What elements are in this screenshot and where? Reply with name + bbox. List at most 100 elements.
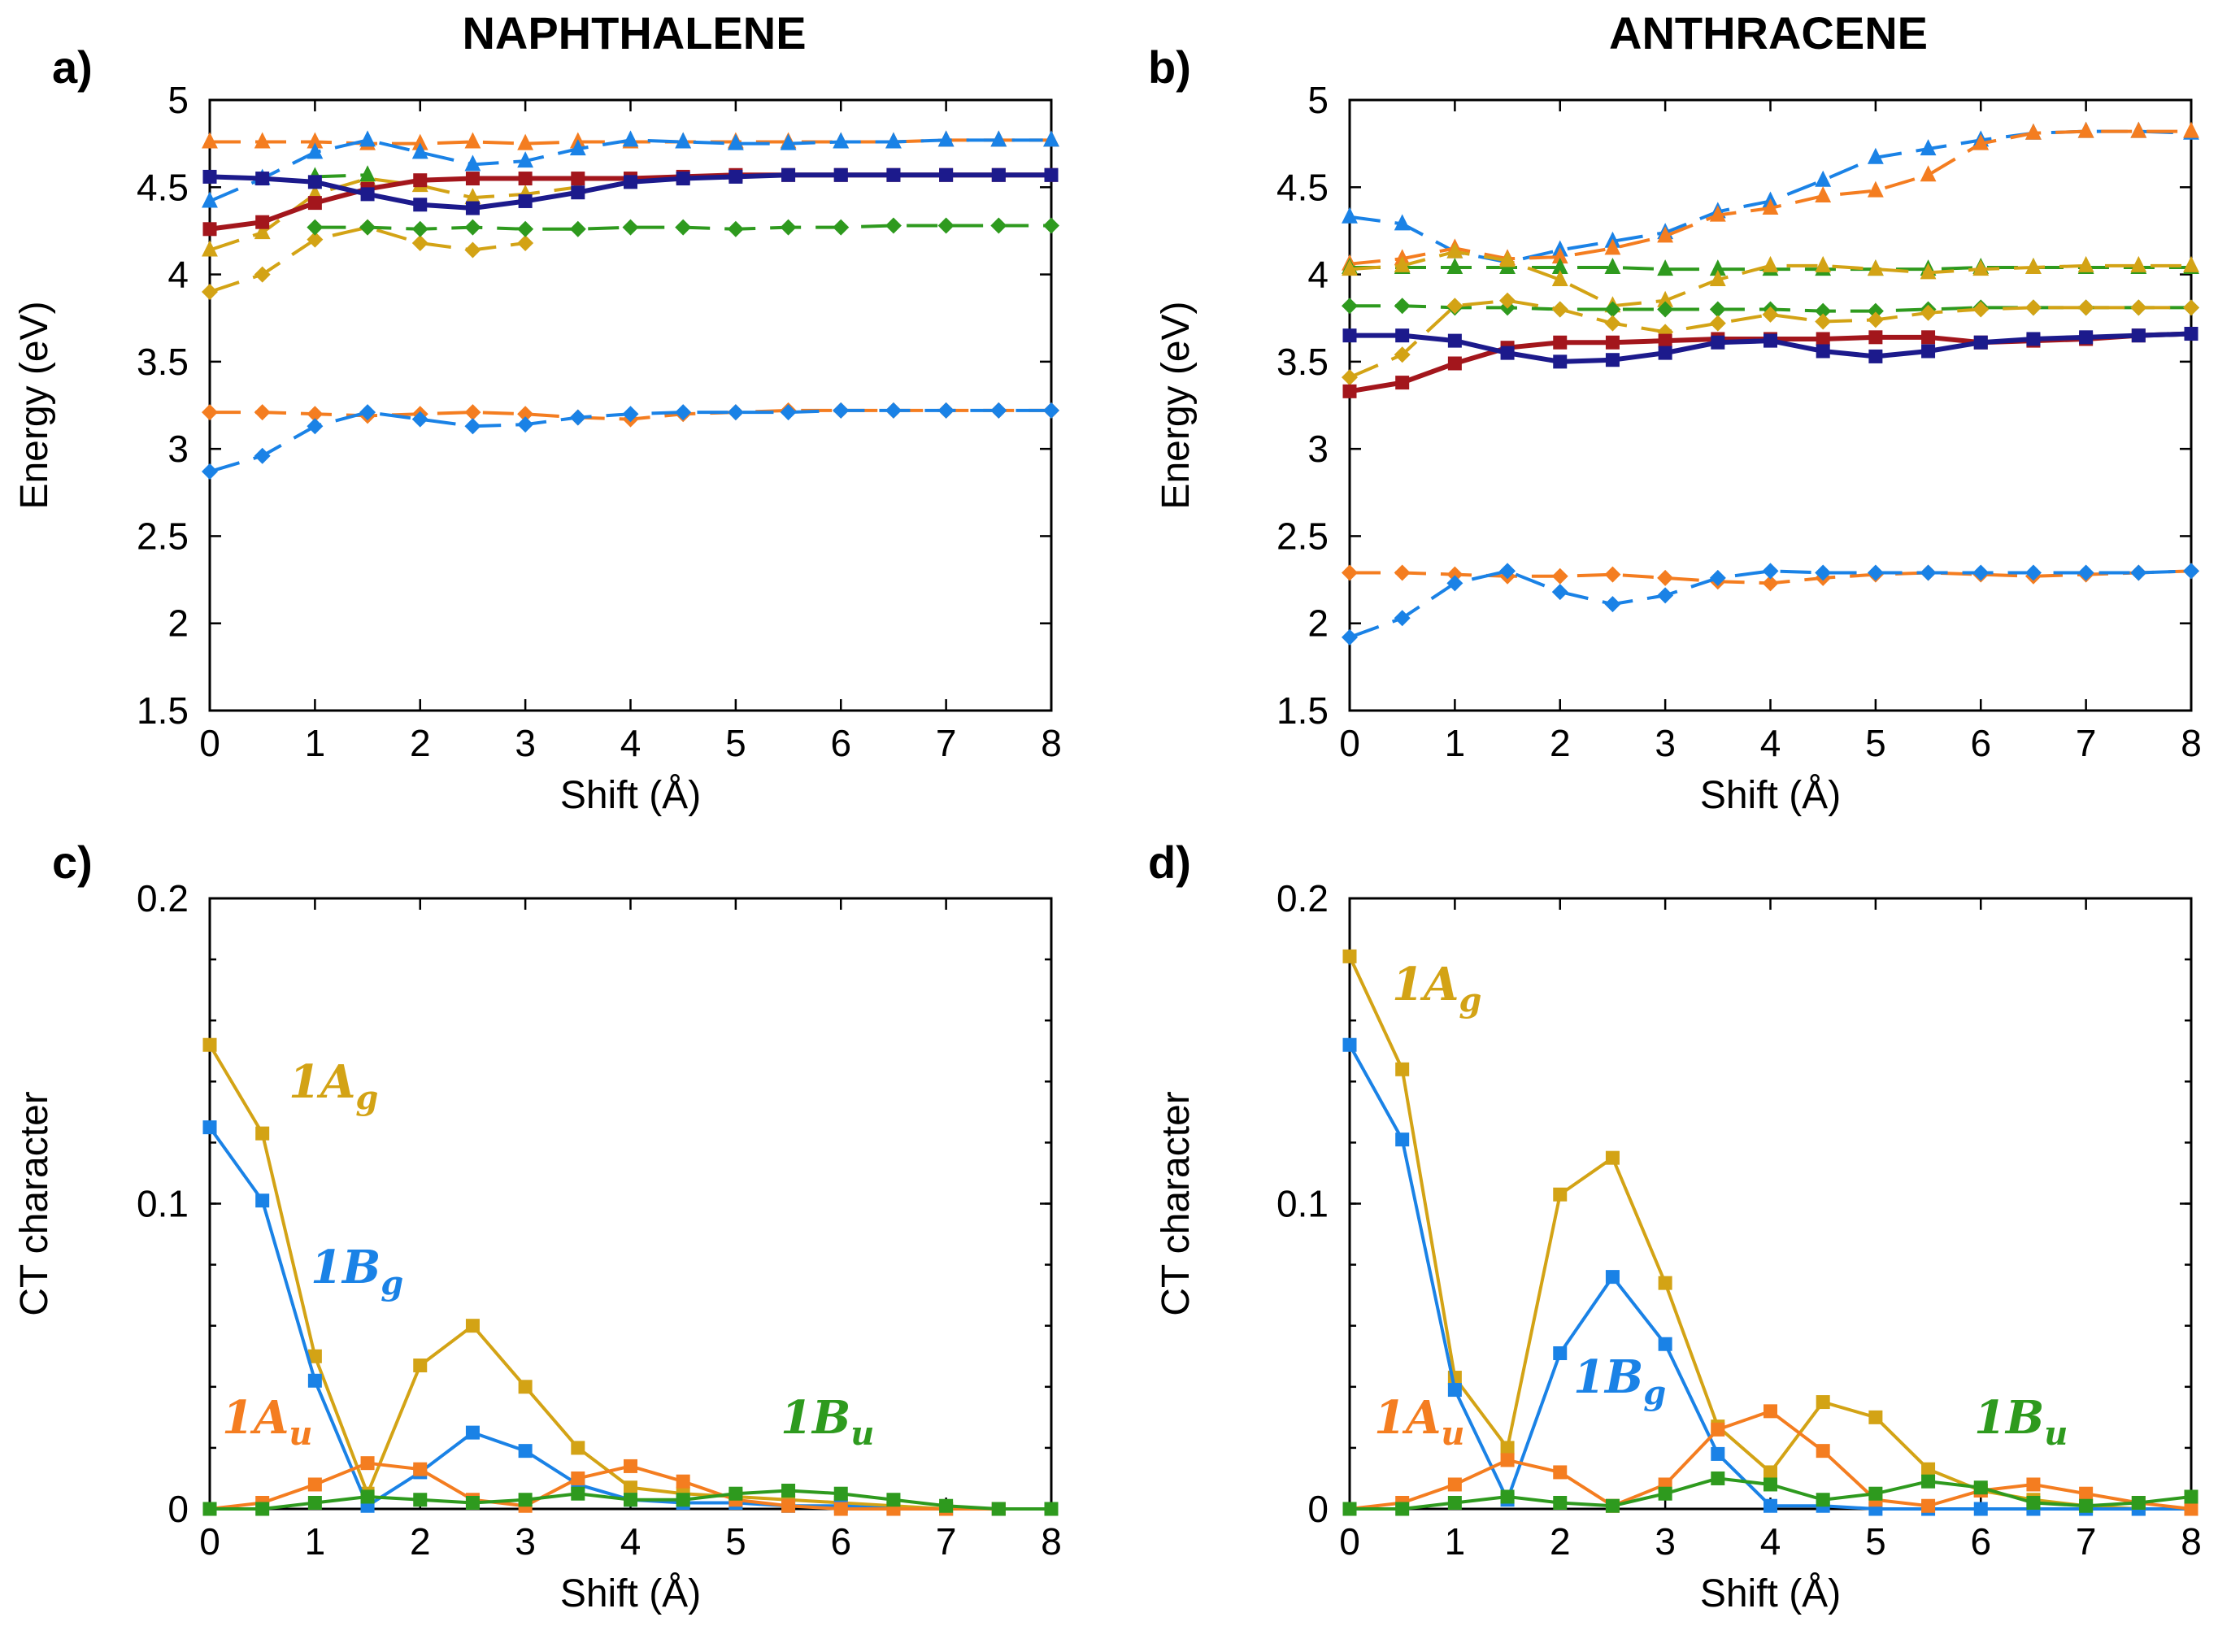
data-point: [571, 1486, 585, 1501]
data-point: [1658, 1486, 1672, 1501]
data-point: [937, 130, 955, 147]
x-tick-label: 2: [410, 1520, 431, 1563]
y-tick-label: 0.1: [137, 1183, 189, 1225]
y-tick-label: 1.5: [137, 689, 189, 732]
data-point: [2131, 1495, 2146, 1510]
data-point: [1815, 170, 1832, 187]
data-point: [990, 402, 1007, 419]
data-point: [202, 240, 218, 257]
data-point: [571, 1471, 585, 1485]
data-point: [518, 1493, 533, 1507]
data-point: [2026, 332, 2041, 346]
data-point: [2130, 564, 2147, 581]
data-point: [937, 402, 955, 419]
data-point: [413, 198, 428, 212]
data-point: [2183, 121, 2199, 138]
data-point: [1500, 1453, 1515, 1467]
data-point: [464, 404, 481, 421]
data-point: [465, 1495, 480, 1510]
data-point: [202, 404, 218, 421]
data-point: [1658, 346, 1672, 360]
data-point: [676, 1493, 690, 1507]
data-point: [1868, 330, 1883, 345]
data-point: [411, 234, 428, 251]
data-point: [1447, 356, 1462, 371]
data-point: [1553, 1346, 1568, 1360]
data-point: [780, 133, 797, 150]
data-point: [1711, 1471, 1725, 1485]
data-point: [1394, 610, 1411, 627]
data-point: [1764, 1477, 1777, 1492]
plot-frame: [208, 897, 1053, 1511]
x-tick-label: 3: [515, 722, 536, 764]
data-point: [781, 1483, 796, 1498]
data-point: [1342, 1502, 1357, 1516]
data-point: [1764, 1404, 1777, 1419]
data-point: [2079, 1498, 2094, 1513]
data-point: [1446, 566, 1463, 583]
data-point: [1395, 328, 1410, 343]
data-point: [1973, 1480, 1988, 1495]
data-point: [1604, 566, 1621, 583]
data-point: [1816, 344, 1830, 359]
x-tick-label: 7: [2076, 1520, 2097, 1563]
data-point: [1551, 270, 1568, 287]
data-point: [1920, 564, 1937, 581]
data-point: [464, 219, 481, 236]
data-point: [780, 404, 797, 421]
data-point: [624, 1480, 637, 1495]
data-point: [1973, 335, 1988, 350]
data-point: [1551, 584, 1568, 601]
data-point: [2184, 327, 2198, 341]
data-point: [571, 185, 585, 200]
y-axis-label: CT character: [1155, 1091, 1198, 1316]
data-point: [624, 175, 637, 189]
data-point: [465, 1319, 480, 1333]
plot-frame: [208, 98, 1053, 712]
data-point: [886, 167, 901, 182]
data-point: [307, 196, 322, 211]
data-point: [885, 217, 902, 234]
data-point: [1657, 301, 1674, 318]
data-point: [1605, 1498, 1620, 1513]
data-point: [2183, 563, 2199, 580]
data-point: [464, 132, 481, 149]
data-point: [833, 219, 850, 236]
data-point: [1816, 1493, 1830, 1507]
data-point: [255, 1193, 270, 1208]
data-point: [1605, 335, 1620, 350]
y-tick-label: 0: [167, 1488, 189, 1530]
x-tick-label: 4: [1760, 722, 1781, 764]
y-axis-label: CT character: [13, 1091, 56, 1316]
data-point: [1762, 198, 1779, 215]
state-label: 1Au: [222, 1391, 313, 1453]
data-point: [622, 130, 639, 147]
data-point: [307, 132, 324, 149]
data-point: [622, 406, 639, 423]
data-point: [2024, 299, 2042, 316]
data-point: [1446, 257, 1463, 274]
data-point: [254, 132, 271, 149]
data-point: [1395, 1062, 1410, 1076]
x-tick-label: 4: [620, 1520, 641, 1563]
data-point: [2077, 255, 2094, 272]
data-point: [1604, 257, 1621, 274]
x-tick-label: 2: [410, 722, 431, 764]
data-point: [307, 406, 324, 423]
data-point: [2026, 1495, 2041, 1510]
data-point: [1921, 330, 1936, 345]
data-point: [2130, 255, 2147, 272]
data-point: [2079, 1486, 2094, 1501]
x-tick-label: 5: [1865, 1520, 1886, 1563]
x-tick-label: 1: [1445, 1520, 1466, 1563]
data-point: [833, 1486, 848, 1501]
data-point: [2077, 121, 2094, 138]
x-axis-label: Shift (Å): [560, 774, 701, 817]
data-point: [1762, 575, 1779, 592]
data-point: [1604, 238, 1621, 255]
data-point: [202, 284, 218, 301]
data-point: [1604, 596, 1621, 613]
data-point: [781, 1498, 796, 1513]
data-point: [2079, 330, 2094, 345]
